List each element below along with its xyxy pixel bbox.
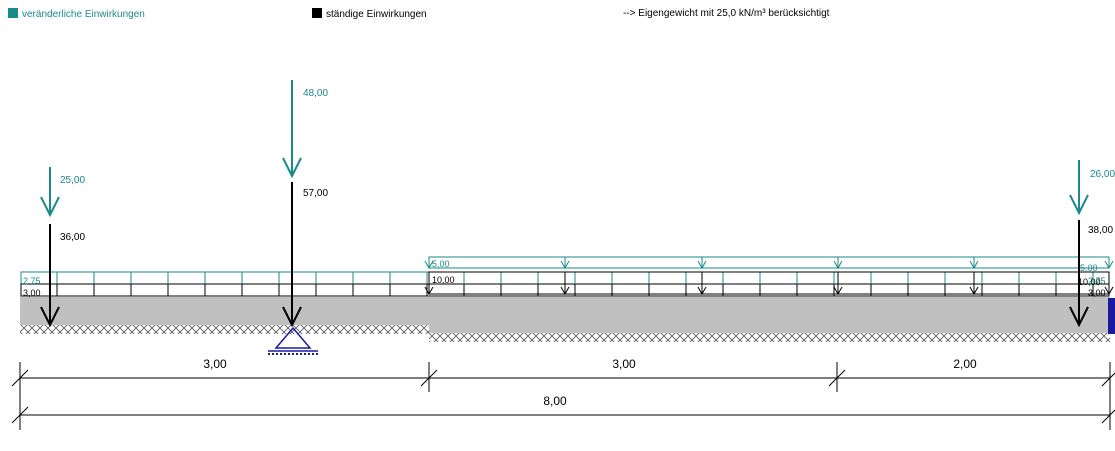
partial-variable-load-arrow (1104, 257, 1114, 270)
ground-hatch-right (429, 333, 1110, 342)
beam-segment-thick (20, 297, 429, 325)
point-load-mid-permanent-arrow (282, 182, 302, 328)
point-load-right-variable-arrow (1069, 160, 1089, 216)
partial-permanent-load-arrow (969, 272, 979, 296)
partial-variable-left-label: 5,00 (432, 259, 450, 269)
legend-variable: veränderliche Einwirkungen (8, 8, 145, 21)
variable-color-swatch (8, 8, 18, 18)
partial-permanent-line-load (428, 271, 1110, 295)
partial-permanent-left-label: 10,00 (432, 275, 455, 285)
partial-permanent-right-label: 10,00 (1078, 277, 1101, 287)
partial-variable-right-label: 5,00 (1080, 263, 1098, 273)
beam-segment-thin (429, 297, 1110, 333)
point-load-right-variable-label: 26,00 (1090, 169, 1115, 180)
point-load-mid-variable-arrow (282, 80, 302, 179)
fixed-support-icon (1108, 298, 1115, 334)
partial-variable-load-arrow (560, 257, 570, 270)
legend-variable-label: veränderliche Einwirkungen (22, 9, 145, 20)
partial-permanent-load-arrow (424, 272, 434, 296)
dimension-segment-2: 3,00 (612, 357, 636, 371)
partial-variable-load-arrow (969, 257, 979, 270)
partial-permanent-load-arrow (1104, 272, 1114, 296)
partial-variable-load-arrow (697, 257, 707, 270)
partial-variable-line-load (428, 256, 1110, 269)
dimension-total: 8,00 (543, 394, 567, 408)
dimension-lines (11, 362, 1115, 430)
partial-variable-load-arrow (424, 257, 434, 270)
legend-permanent-label: ständige Einwirkungen (326, 9, 427, 20)
partial-variable-load-arrow (833, 257, 843, 270)
point-load-left-variable-arrow (40, 167, 60, 218)
dimension-segment-3: 2,00 (953, 357, 977, 371)
point-load-mid-variable-label: 48,00 (303, 88, 328, 99)
full-variable-left-label: 2,75 (23, 276, 41, 286)
full-permanent-left-label: 3,00 (23, 288, 41, 298)
partial-permanent-load-arrow (833, 272, 843, 296)
point-load-mid-permanent-label: 57,00 (303, 188, 328, 199)
partial-permanent-load-arrow (560, 272, 570, 296)
point-load-left-permanent-arrow (40, 224, 60, 328)
self-weight-note: --> Eigengewicht mit 25,0 kN/m³ berücksi… (623, 8, 830, 19)
point-load-right-permanent-arrow (1069, 220, 1089, 328)
full-variable-right-label: 2,75 (1088, 276, 1106, 286)
permanent-color-swatch (312, 8, 322, 18)
point-load-left-variable-label: 25,00 (60, 175, 85, 186)
full-permanent-right-label: 3,00 (1088, 288, 1106, 298)
point-load-left-permanent-label: 36,00 (60, 232, 85, 243)
pin-support-icon (268, 326, 318, 355)
partial-permanent-load-arrow (697, 272, 707, 296)
legend-permanent: ständige Einwirkungen (312, 8, 427, 21)
point-load-right-permanent-label: 38,00 (1088, 225, 1113, 236)
ground-hatch-left (20, 325, 429, 334)
dimension-segment-1: 3,00 (203, 357, 227, 371)
